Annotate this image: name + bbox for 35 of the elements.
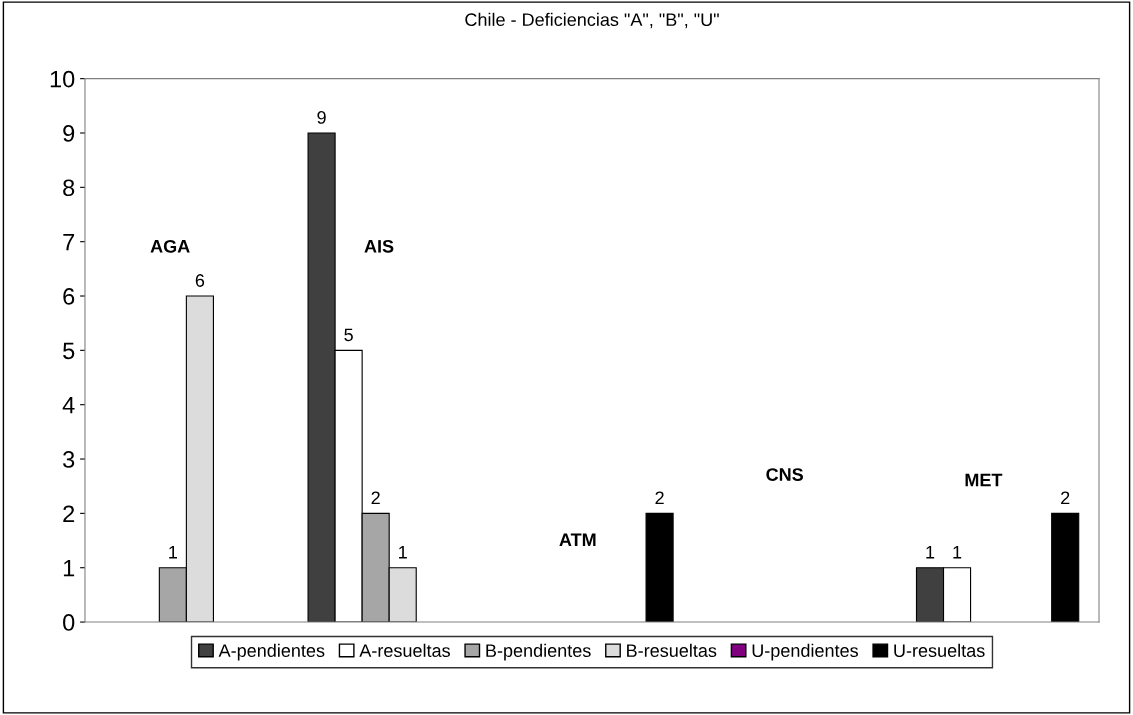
- data-label: 6: [195, 274, 205, 287]
- data-label: 9: [317, 111, 326, 124]
- data-label: 2: [655, 491, 664, 505]
- x-tick-label: AIS: [364, 239, 394, 253]
- legend-label: B-resueltas: [627, 643, 717, 657]
- data-label: 2: [371, 491, 380, 505]
- x-tick-label: CNS: [766, 468, 804, 481]
- x-tick-label: ATM: [559, 533, 596, 546]
- y-tick-label: 7: [63, 233, 75, 251]
- y-tick-label: 6: [63, 288, 75, 305]
- y-tick-label: 0: [63, 614, 75, 631]
- y-tick-label: 3: [63, 451, 75, 468]
- x-tick-label: MET: [965, 473, 1003, 487]
- data-label: 1: [169, 545, 177, 559]
- legend-label: A-resueltas: [359, 643, 450, 657]
- y-tick-label: 9: [63, 125, 75, 142]
- y-tick-label: 10: [50, 70, 75, 88]
- data-label: 1: [399, 545, 407, 559]
- data-label: 2: [1061, 491, 1070, 505]
- bar: [645, 512, 674, 623]
- legend-label: A-pendientes: [218, 643, 325, 661]
- data-label: 1: [953, 545, 962, 559]
- y-tick-label: 1: [63, 560, 75, 577]
- y-tick-label: 8: [63, 179, 75, 197]
- y-tick-label: 2: [63, 505, 75, 522]
- y-tick-label: 5: [63, 342, 75, 360]
- legend-label: U-resueltas: [894, 643, 985, 657]
- data-label: 1: [926, 545, 935, 559]
- x-tick-label: AGA: [150, 239, 190, 253]
- legend-label: B-pendientes: [486, 643, 591, 661]
- legend-label: U-pendientes: [752, 643, 858, 661]
- chart-title: Chile - Deficiencias "A", "B", "U": [465, 12, 719, 29]
- y-tick-label: 4: [62, 397, 75, 414]
- bar: [1051, 512, 1080, 623]
- data-label: 5: [344, 328, 353, 342]
